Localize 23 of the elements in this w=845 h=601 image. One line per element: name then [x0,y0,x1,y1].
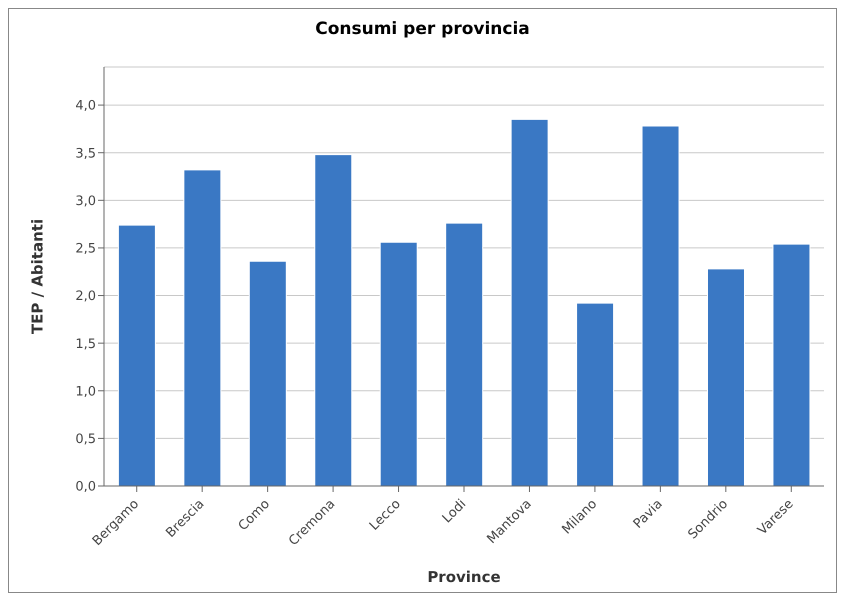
y-tick-label: 3,5 [75,146,96,162]
bar [510,118,549,486]
y-tick-label: 0,0 [75,480,96,495]
bar [576,302,614,486]
y-tick-label: 4,0 [75,98,96,114]
bar [445,222,484,486]
bar [642,126,680,486]
bar [248,260,287,486]
y-tick-label: 2,0 [75,289,96,304]
y-tick-label: 1,5 [75,336,96,352]
chart-title: Consumi per provincia [314,18,531,41]
bar [183,169,222,486]
bar [380,242,418,486]
bar [314,154,352,486]
y-tick-label: 3,0 [75,194,96,209]
y-tick-label: 1,0 [75,384,96,400]
y-axis-title: TEP / Abitanti [28,218,46,334]
bar [772,244,810,486]
x-axis-title: Province [427,568,501,586]
y-tick-label: 2,5 [75,242,96,257]
bar [118,224,156,486]
bar [706,268,745,486]
y-tick-label: 0,5 [75,432,96,447]
